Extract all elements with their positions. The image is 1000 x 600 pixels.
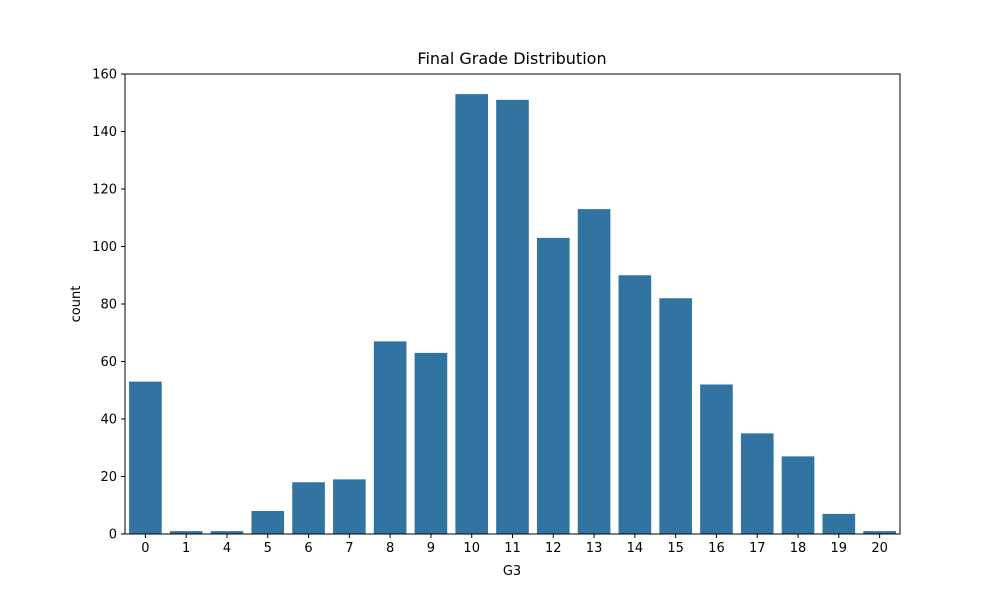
bar-10 bbox=[455, 94, 489, 535]
x-tick-label: 18 bbox=[790, 541, 807, 556]
bars-group bbox=[129, 94, 896, 535]
y-axis: 0 20 40 60 80 100 120 140 160 bbox=[92, 68, 125, 543]
bar-12 bbox=[536, 237, 570, 535]
plot-frame bbox=[124, 73, 901, 535]
x-tick-label: 14 bbox=[627, 541, 644, 556]
chart-title: Final Grade Distribution bbox=[417, 49, 606, 68]
y-axis-label: count bbox=[69, 286, 84, 323]
bar-9 bbox=[414, 352, 448, 535]
y-tick-label: 100 bbox=[92, 240, 117, 255]
x-tick-label: 17 bbox=[749, 541, 766, 556]
bar-17 bbox=[740, 433, 774, 535]
x-tick-label: 8 bbox=[386, 541, 394, 556]
x-tick-label: 15 bbox=[667, 541, 684, 556]
bar-5 bbox=[251, 511, 285, 534]
x-tick-label: 20 bbox=[871, 541, 888, 556]
y-tick-label: 120 bbox=[92, 183, 117, 198]
x-tick-label: 1 bbox=[182, 541, 190, 556]
x-tick-label: 16 bbox=[708, 541, 725, 556]
y-tick-label: 20 bbox=[100, 470, 117, 485]
bar-7 bbox=[333, 479, 366, 535]
bar-4 bbox=[210, 531, 244, 535]
x-tick-label: 12 bbox=[545, 541, 562, 556]
x-tick-label: 9 bbox=[427, 541, 435, 556]
x-tick-label: 11 bbox=[504, 541, 521, 556]
bar-19 bbox=[822, 513, 856, 535]
bar-6 bbox=[292, 482, 325, 534]
y-tick-label: 160 bbox=[92, 68, 117, 83]
bar-0 bbox=[129, 381, 162, 535]
bar-18 bbox=[781, 456, 815, 535]
bar-15 bbox=[659, 298, 692, 534]
x-tick-label: 6 bbox=[304, 541, 312, 556]
y-tick-label: 80 bbox=[100, 298, 117, 313]
x-tick-label: 19 bbox=[831, 541, 848, 556]
bar-14 bbox=[618, 275, 652, 534]
x-tick-label: 10 bbox=[463, 541, 480, 556]
bar-1 bbox=[169, 531, 203, 535]
bar-11 bbox=[496, 99, 529, 535]
x-tick-label: 7 bbox=[345, 541, 353, 556]
x-tick-label: 4 bbox=[223, 541, 231, 556]
y-tick-label: 60 bbox=[100, 355, 117, 370]
x-tick-label: 5 bbox=[264, 541, 272, 556]
x-tick-label: 13 bbox=[586, 541, 603, 556]
x-tick-label: 0 bbox=[141, 541, 149, 556]
x-axis: 0 1 4 5 6 7 8 9 10 11 12 13 14 15 16 17 18 19 20 bbox=[141, 534, 888, 556]
bar-20 bbox=[863, 531, 896, 535]
bar-13 bbox=[577, 209, 611, 535]
y-tick-label: 40 bbox=[100, 413, 117, 428]
bar-8 bbox=[373, 341, 407, 535]
bar-16 bbox=[700, 384, 733, 534]
y-tick-label: 140 bbox=[92, 125, 117, 140]
x-axis-label: G3 bbox=[503, 564, 521, 579]
y-tick-label: 0 bbox=[109, 528, 117, 543]
